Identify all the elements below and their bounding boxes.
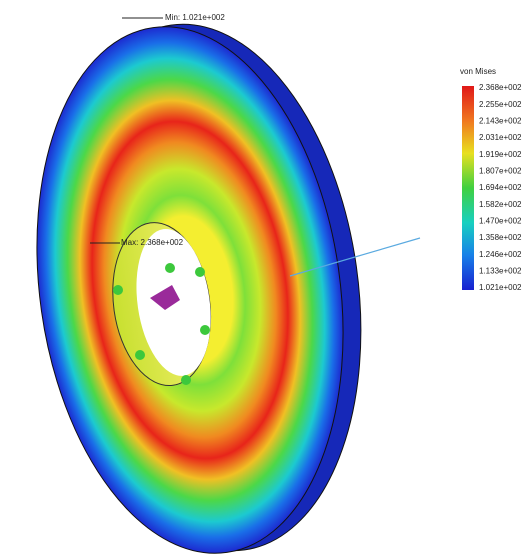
legend-label: 2.255e+002 <box>479 100 522 109</box>
legend-label: 1.807e+002 <box>479 166 522 175</box>
min-label: Min: 1.021e+002 <box>165 13 225 22</box>
legend-label: 2.368e+002 <box>479 83 522 92</box>
color-bar <box>462 86 474 290</box>
max-label: Max: 2.368e+002 <box>121 238 184 247</box>
legend-label: 2.031e+002 <box>479 133 522 142</box>
legend-label: 1.021e+002 <box>479 283 522 292</box>
disk <box>5 4 394 556</box>
legend-label: 1.694e+002 <box>479 183 522 192</box>
legend-label: 1.133e+002 <box>479 266 522 275</box>
legend-label: 1.582e+002 <box>479 200 522 209</box>
page: {"legend": {"title": "von Mises", "label… <box>0 0 523 556</box>
legend-label: 1.919e+002 <box>479 150 522 159</box>
legend-label: 2.143e+002 <box>479 116 522 125</box>
legend-title: von Mises <box>460 67 496 76</box>
legend-label: 1.358e+002 <box>479 233 522 242</box>
legend-label: 1.470e+002 <box>479 216 522 225</box>
legend-label: 1.246e+002 <box>479 250 522 259</box>
fea-view: Min: 1.021e+002 Max: 2.368e+002 von Mise… <box>0 0 523 556</box>
